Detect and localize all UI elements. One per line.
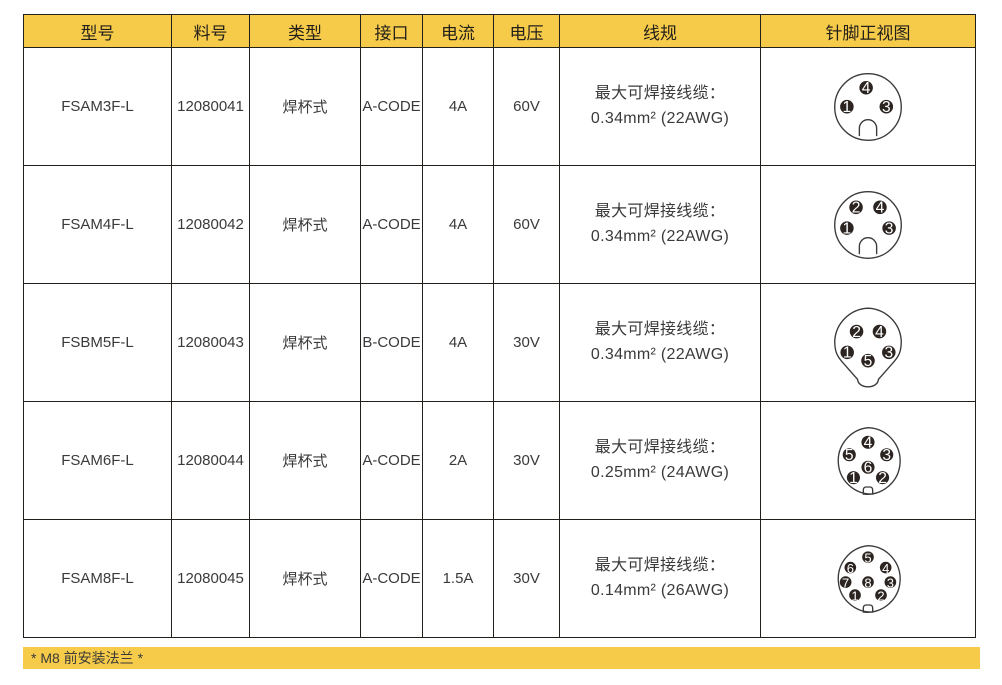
svg-text:1: 1	[849, 469, 858, 486]
svg-text:4: 4	[862, 79, 871, 96]
svg-text:1: 1	[843, 344, 852, 361]
svg-text:5: 5	[845, 446, 854, 463]
svg-text:4: 4	[875, 323, 884, 340]
svg-text:2: 2	[878, 469, 887, 486]
svg-text:2: 2	[852, 323, 861, 340]
svg-text:2: 2	[877, 588, 884, 603]
svg-text:3: 3	[887, 575, 894, 590]
svg-text:4: 4	[864, 434, 873, 451]
svg-text:1: 1	[851, 588, 858, 603]
svg-text:3: 3	[884, 344, 893, 361]
svg-text:4: 4	[882, 560, 889, 575]
svg-text:5: 5	[864, 352, 873, 369]
svg-text:1: 1	[843, 98, 852, 115]
svg-text:7: 7	[842, 575, 849, 590]
svg-text:3: 3	[882, 98, 891, 115]
svg-text:3: 3	[885, 220, 894, 237]
svg-text:3: 3	[882, 446, 891, 463]
svg-text:5: 5	[864, 550, 871, 565]
svg-text:1: 1	[843, 220, 852, 237]
svg-text:8: 8	[864, 575, 871, 590]
svg-text:4: 4	[876, 199, 885, 216]
svg-text:2: 2	[852, 199, 861, 216]
svg-text:6: 6	[864, 459, 873, 476]
svg-text:6: 6	[847, 560, 854, 575]
